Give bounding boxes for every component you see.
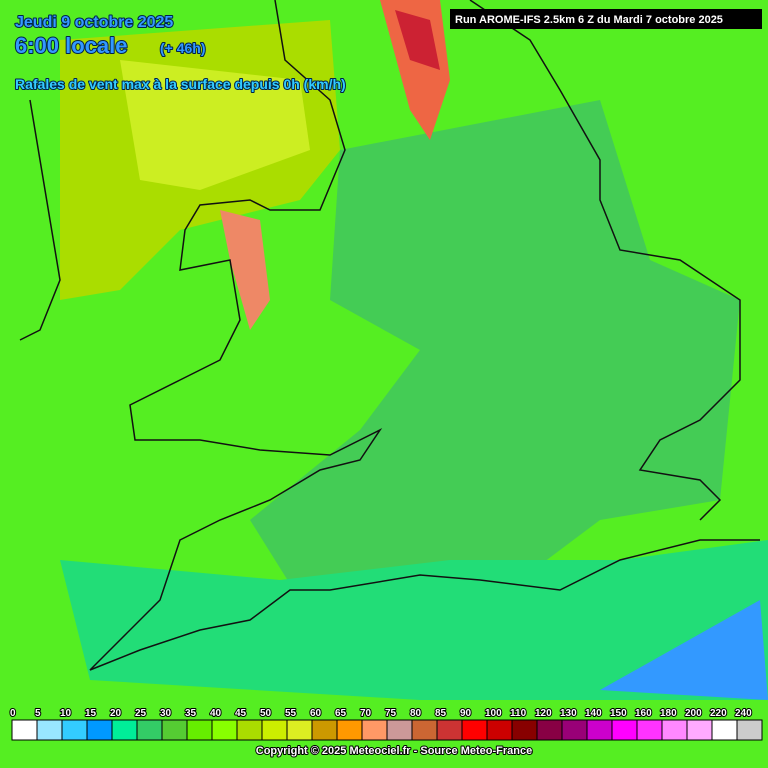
legend-swatch — [211, 719, 238, 741]
legend-swatch — [436, 719, 463, 741]
coastline — [469, 0, 741, 521]
legend-swatch — [611, 719, 638, 741]
legend-swatch — [311, 719, 338, 741]
legend-label: 70 — [360, 708, 372, 719]
copyright: Copyright © 2025 Meteociel.fr - Source M… — [256, 745, 532, 757]
legend-label: 90 — [460, 708, 472, 719]
legend-swatch — [536, 719, 563, 741]
run-info: Run AROME-IFS 2.5km 6 Z du Mardi 7 octob… — [455, 14, 723, 26]
legend-swatch — [161, 719, 188, 741]
legend-label: 20 — [110, 708, 122, 719]
land-zone — [250, 100, 740, 600]
legend-swatch — [661, 719, 688, 741]
legend-label: 45 — [235, 708, 247, 719]
lead-time: (+ 46h) — [160, 40, 206, 56]
legend-label: 35 — [185, 708, 197, 719]
legend-swatch — [336, 719, 363, 741]
run-box — [450, 9, 762, 29]
legend-swatch — [236, 719, 263, 741]
time: 6:00 locale — [15, 33, 128, 58]
coastline — [89, 0, 760, 671]
legend-label: 130 — [560, 708, 577, 719]
legend-label: 200 — [685, 708, 702, 719]
legend-label: 150 — [610, 708, 627, 719]
legend-label: 15 — [85, 708, 97, 719]
legend-label: 25 — [135, 708, 147, 719]
legend-label: 55 — [285, 708, 297, 719]
legend-label: 30 — [160, 708, 172, 719]
legend-label: 65 — [335, 708, 347, 719]
legend-label: 80 — [410, 708, 422, 719]
legend-swatch — [361, 719, 388, 741]
legend-label: 220 — [710, 708, 727, 719]
legend-swatch — [411, 719, 438, 741]
legend-label: 40 — [210, 708, 222, 719]
legend-label: 240 — [735, 708, 752, 719]
legend-label: 85 — [435, 708, 447, 719]
legend-label: 0 — [10, 708, 16, 719]
land-zone — [60, 540, 768, 700]
high-gust-zone — [395, 10, 440, 70]
high-gust-zone — [220, 210, 270, 330]
legend-swatch — [486, 719, 513, 741]
legend-swatch — [386, 719, 413, 741]
legend-swatch — [36, 719, 63, 741]
legend-swatch — [186, 719, 213, 741]
legend-swatch — [286, 719, 313, 741]
legend-swatch — [111, 719, 138, 741]
legend-label: 50 — [260, 708, 272, 719]
legend-swatch — [511, 719, 538, 741]
legend-swatch — [636, 719, 663, 741]
legend-swatch — [561, 719, 588, 741]
legend-swatch — [736, 719, 763, 741]
date: Jeudi 9 octobre 2025 — [15, 14, 173, 31]
legend-swatch — [261, 719, 288, 741]
legend-swatch — [86, 719, 113, 741]
legend-swatch — [11, 719, 38, 741]
legend-label: 160 — [635, 708, 652, 719]
subtitle: Rafales de vent max à la surface depuis … — [15, 76, 346, 92]
sea-zone — [120, 60, 310, 190]
legend-swatch — [61, 719, 88, 741]
legend-swatch — [586, 719, 613, 741]
legend-label: 75 — [385, 708, 397, 719]
legend-label: 140 — [585, 708, 602, 719]
legend-swatch — [136, 719, 163, 741]
coastline — [19, 99, 61, 341]
legend-label: 5 — [35, 708, 41, 719]
legend: 0 5 10 15 20 25 30 35 40 45 50 55 60 65 70 75 80 85 90 100 1… — [9, 707, 763, 741]
legend-swatch — [686, 719, 713, 741]
legend-swatch — [461, 719, 488, 741]
sea-zone — [600, 600, 768, 700]
legend-label: 100 — [485, 708, 502, 719]
legend-swatch — [711, 719, 738, 741]
legend-label: 10 — [60, 708, 72, 719]
legend-label: 180 — [660, 708, 677, 719]
legend-label: 60 — [310, 708, 322, 719]
legend-label: 110 — [510, 708, 527, 719]
legend-label: 120 — [535, 708, 552, 719]
